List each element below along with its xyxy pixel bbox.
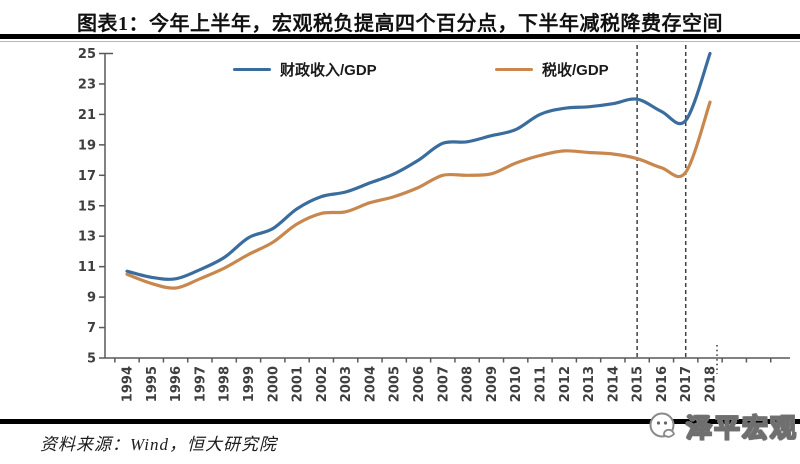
x-tick-label: 2011 (533, 366, 548, 402)
watermark-text: 泽平宏观 (685, 412, 798, 444)
x-tick-label: 1994 (121, 366, 136, 402)
source-note: 资料来源：Wind，恒大研究院 (40, 435, 277, 454)
y-tick-label: 23 (78, 77, 96, 92)
x-tick-label: 2008 (461, 366, 476, 402)
x-tick-label: 2013 (582, 366, 597, 402)
x-tick-label: 2004 (363, 366, 378, 402)
x-tick-label: 1999 (242, 366, 257, 402)
x-tick-label: 1998 (218, 366, 233, 402)
x-tick-label: 2001 (291, 366, 306, 402)
x-tick-label: 2018 (704, 366, 719, 402)
bottom-rule (0, 419, 800, 424)
x-tick-label: 2006 (412, 366, 427, 402)
x-tick-label: 2009 (485, 366, 500, 402)
x-tick-label: 2015 (631, 366, 646, 402)
title-rule (0, 34, 800, 39)
x-tick-label: 2005 (388, 366, 403, 402)
title-rule-shadow (0, 41, 800, 42)
mascot-icon (649, 412, 675, 438)
y-tick-label: 11 (78, 260, 96, 275)
x-tick-label: 1995 (145, 366, 160, 402)
x-tick-label: 2000 (266, 366, 281, 402)
x-tick-label: 2016 (655, 366, 670, 402)
y-tick-label: 15 (78, 199, 96, 214)
y-tick-label: 13 (78, 230, 96, 245)
x-tick-label: 1996 (169, 366, 184, 402)
y-tick-label: 9 (87, 291, 96, 306)
legend-label-fiscal-revenue-gdp: 财政收入/GDP (280, 62, 377, 79)
y-tick-label: 17 (78, 169, 96, 184)
legend-item-tax-gdp: 税收/GDP (495, 59, 609, 80)
x-tick-label: 1997 (193, 366, 208, 402)
x-tick-label: 2014 (606, 366, 621, 402)
series-line-fiscal-revenue-gdp (125, 51, 712, 281)
x-tick-label: 2007 (436, 366, 451, 402)
x-tick-label: 2017 (679, 366, 694, 402)
watermark: 泽平宏观 (647, 408, 798, 445)
legend-swatch-tax-gdp (495, 67, 533, 72)
y-tick-label: 5 (87, 352, 96, 367)
x-tick-label: 2003 (339, 366, 354, 402)
y-tick-label: 19 (78, 138, 96, 153)
legend-swatch-fiscal-revenue-gdp (233, 67, 271, 72)
x-tick-label: 2010 (509, 366, 524, 402)
y-tick-label: 25 (78, 47, 96, 62)
series-line-tax-gdp (125, 100, 712, 290)
x-tick-label: 2012 (558, 366, 573, 402)
y-tick-label: 21 (78, 108, 96, 123)
x-tick-label: 2002 (315, 366, 330, 402)
chart-title: 图表1：今年上半年，宏观税负提高四个百分点，下半年减税降费存空间 (77, 13, 723, 35)
legend-item-fiscal-revenue-gdp: 财政收入/GDP (233, 59, 377, 80)
legend-label-tax-gdp: 税收/GDP (542, 62, 609, 79)
y-tick-label: 7 (87, 321, 96, 336)
